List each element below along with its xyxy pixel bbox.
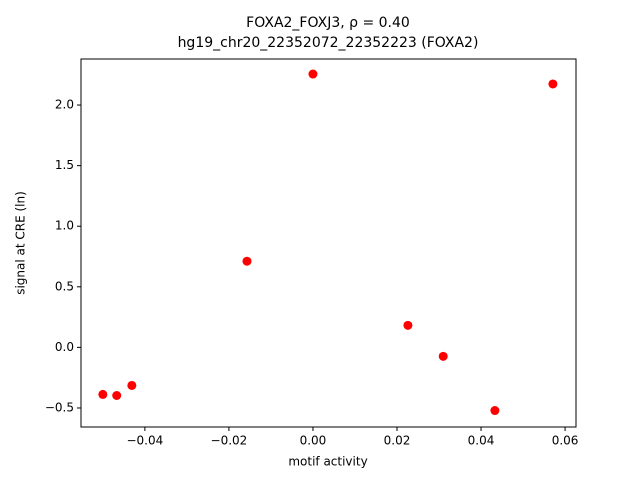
point [308, 69, 318, 79]
x-tick-label: −0.04 [126, 434, 163, 448]
x-tick-label: 0.04 [468, 434, 495, 448]
y-tick-label: 2.0 [55, 98, 74, 112]
y-tick-label: 0.5 [55, 279, 74, 293]
y-axis-label: signal at CRE (ln) [14, 191, 28, 295]
y-tick-label: 1.0 [55, 219, 74, 233]
x-tick-label: −0.02 [211, 434, 248, 448]
point [403, 320, 413, 330]
x-tick-label: 0.02 [384, 434, 411, 448]
point [490, 406, 500, 416]
point [112, 390, 122, 400]
point [438, 351, 448, 361]
y-tick-label: 0.0 [55, 340, 74, 354]
y-tick-label: 1.5 [55, 158, 74, 172]
point [242, 256, 252, 266]
y-tick-label: −0.5 [45, 400, 74, 414]
plot-frame [80, 58, 577, 428]
point [127, 380, 137, 390]
chart-subtitle: hg19_chr20_22352072_22352223 (FOXA2) [178, 35, 479, 51]
chart-title: FOXA2_FOXJ3, ρ = 0.40 [246, 15, 410, 31]
point [98, 389, 108, 399]
x-axis-label: motif activity [288, 455, 367, 469]
point [548, 79, 558, 89]
x-tick-label: 0.06 [552, 434, 579, 448]
x-tick-label: 0.00 [300, 434, 327, 448]
